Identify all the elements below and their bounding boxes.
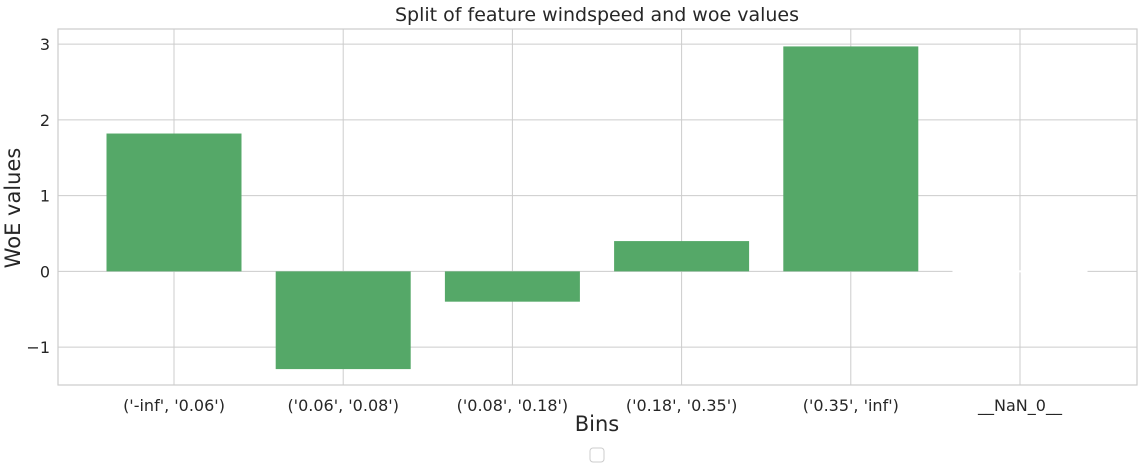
bar <box>106 133 242 272</box>
x-tick-labels: ('-inf', '0.06') ('0.06', '0.08') ('0.08',… <box>123 396 1063 416</box>
x-tick-label: ('0.18', '0.35') <box>626 396 738 415</box>
bar <box>444 271 580 302</box>
bar <box>614 241 750 272</box>
y-tick-label: 0 <box>40 262 50 281</box>
x-tick-label: ('0.06', '0.08') <box>287 396 399 415</box>
plot-frame <box>57 28 1138 386</box>
x-tick-label: __NaN_0__ <box>977 396 1063 416</box>
x-tick-label: ('0.08', '0.18') <box>457 396 569 415</box>
x-tick-label: ('-inf', '0.06') <box>123 396 225 415</box>
y-tick-labels: −1 0 1 2 3 <box>26 35 50 357</box>
chart-title: Split of feature windspeed and woe value… <box>395 4 799 26</box>
x-tick-label: ('0.35', 'inf') <box>803 396 899 415</box>
y-tick-label: 2 <box>40 111 50 130</box>
y-tick-label: 1 <box>40 187 50 206</box>
x-axis-label: Bins <box>575 412 620 436</box>
empty-legend-box <box>589 447 605 463</box>
bar <box>783 46 919 272</box>
bar <box>275 271 411 370</box>
y-axis-label: WoE values <box>1 148 25 269</box>
y-tick-label: 3 <box>40 35 50 54</box>
y-tick-label: −1 <box>26 338 50 357</box>
bars <box>106 46 1088 370</box>
